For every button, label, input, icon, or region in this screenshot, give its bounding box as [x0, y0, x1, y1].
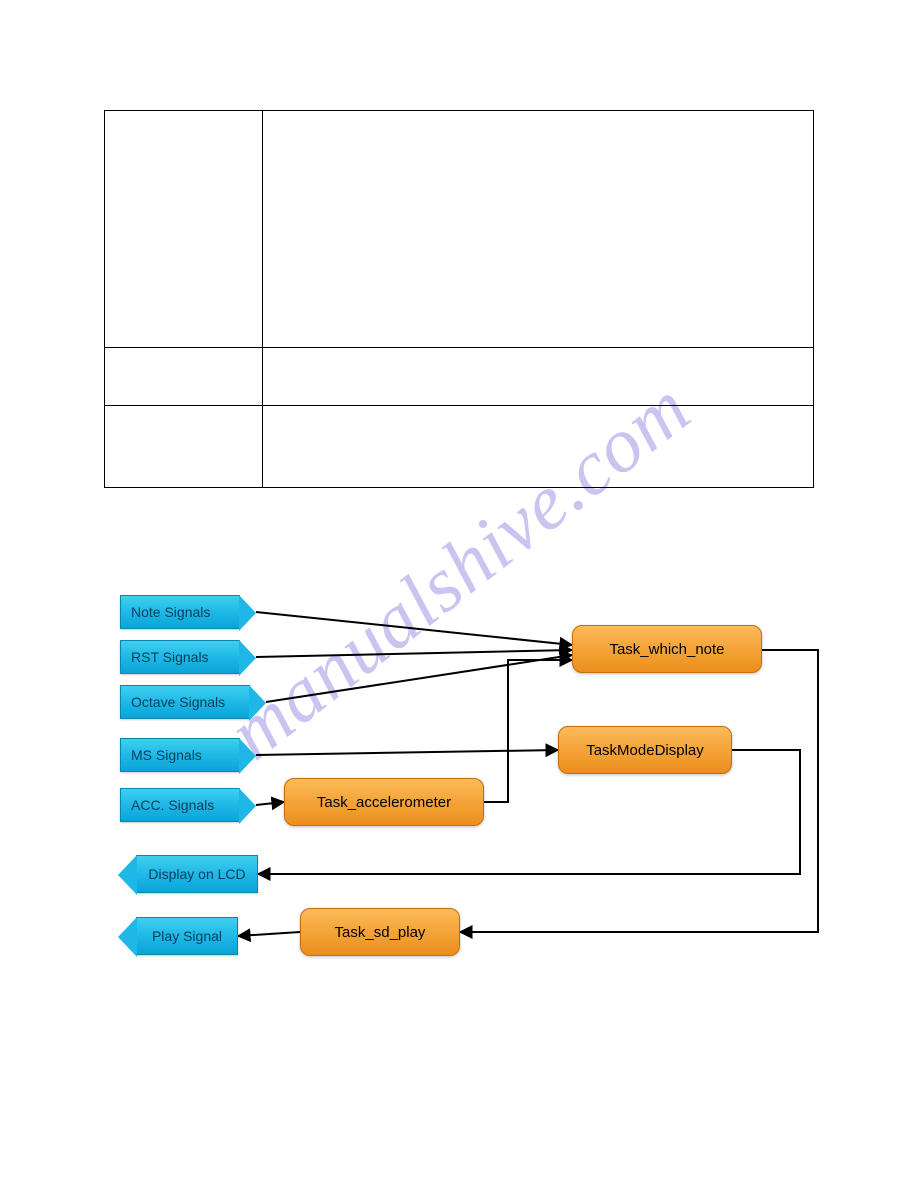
- flowchart: Note Signals RST Signals Octave Signals …: [0, 0, 918, 1188]
- edges-layer: [0, 0, 918, 1188]
- task-label: TaskModeDisplay: [586, 742, 704, 759]
- signal-octave: Octave Signals: [120, 685, 250, 719]
- signal-label: RST Signals: [131, 649, 209, 665]
- page: manualshive.com Note Signals: [0, 0, 918, 1188]
- signal-rst: RST Signals: [120, 640, 240, 674]
- output-label: Play Signal: [152, 928, 222, 944]
- task-label: Task_sd_play: [335, 924, 426, 941]
- output-play: Play Signal: [136, 917, 238, 955]
- output-label: Display on LCD: [148, 866, 245, 882]
- task-sd-play: Task_sd_play: [300, 908, 460, 956]
- signal-ms: MS Signals: [120, 738, 240, 772]
- signal-label: MS Signals: [131, 747, 202, 763]
- task-label: Task_accelerometer: [317, 794, 451, 811]
- output-lcd: Display on LCD: [136, 855, 258, 893]
- signal-label: Octave Signals: [131, 694, 225, 710]
- signal-acc: ACC. Signals: [120, 788, 240, 822]
- signal-note: Note Signals: [120, 595, 240, 629]
- task-accelerometer: Task_accelerometer: [284, 778, 484, 826]
- task-mode-display: TaskModeDisplay: [558, 726, 732, 774]
- task-label: Task_which_note: [609, 641, 724, 658]
- signal-label: ACC. Signals: [131, 797, 214, 813]
- task-which-note: Task_which_note: [572, 625, 762, 673]
- signal-label: Note Signals: [131, 604, 210, 620]
